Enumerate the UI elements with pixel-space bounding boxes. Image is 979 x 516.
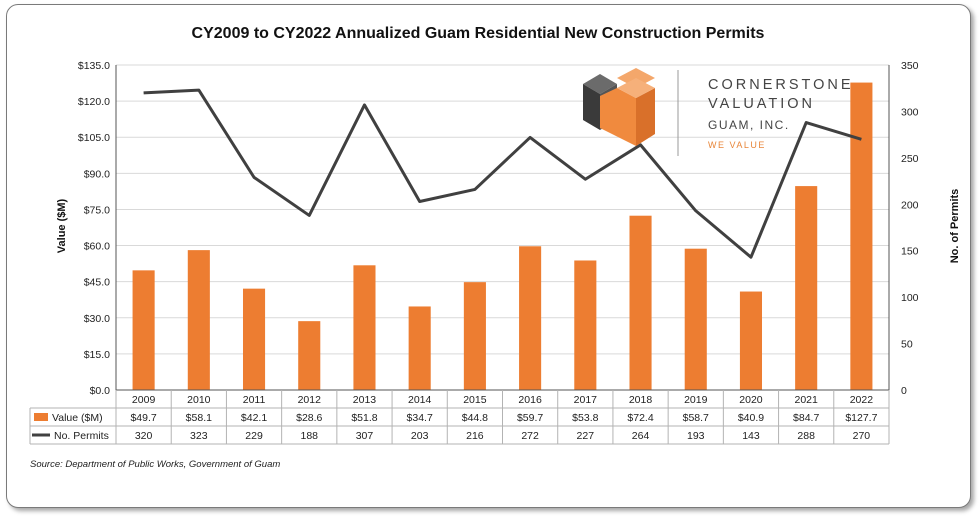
source-note: Source: Department of Public Works, Gove…	[30, 459, 280, 470]
table-cell-value: $44.8	[462, 412, 488, 424]
y-tick-label: $75.0	[84, 204, 110, 216]
company-logo: CORNERSTONE VALUATION GUAM, INC. WE VALU…	[583, 68, 854, 156]
x-tick-label: 2010	[187, 394, 211, 406]
bar-series	[132, 82, 873, 391]
y2-tick-label: 300	[901, 106, 919, 118]
x-tick-label: 2018	[629, 394, 653, 406]
y2-tick-label: 200	[901, 199, 919, 211]
y-tick-label: $15.0	[84, 349, 110, 361]
y2-tick-label: 0	[901, 385, 907, 397]
table-cell-permits: 193	[687, 430, 705, 442]
table-cell-value: $53.8	[572, 412, 598, 424]
logo-line2: VALUATION	[708, 96, 815, 112]
table-cell-value: $58.1	[186, 412, 212, 424]
y-tick-label: $30.0	[84, 313, 110, 325]
y-tick-label: $60.0	[84, 241, 110, 253]
x-tick-label: 2015	[463, 394, 487, 406]
table-cell-permits: 270	[853, 430, 871, 442]
bar	[574, 260, 597, 390]
table-cell-permits: 320	[135, 430, 153, 442]
table-cell-permits: 216	[466, 430, 484, 442]
table-cell-value: $51.8	[351, 412, 377, 424]
y2-axis-label: No. of Permits	[949, 189, 961, 264]
bar	[684, 248, 707, 390]
y2-tick-label: 350	[901, 60, 919, 72]
table-cell-value: $84.7	[793, 412, 819, 424]
x-tick-label: 2019	[684, 394, 708, 406]
bar	[408, 306, 431, 390]
y2-tick-label: 250	[901, 153, 919, 165]
table-cell-value: $40.9	[738, 412, 764, 424]
table-cell-permits: 288	[797, 430, 815, 442]
y-tick-label: $135.0	[78, 60, 110, 72]
legend-label-value: Value ($M)	[52, 412, 103, 424]
table-cell-permits: 272	[521, 430, 539, 442]
x-tick-label: 2012	[298, 394, 322, 406]
x-tick-label: 2021	[794, 394, 818, 406]
bar	[132, 270, 155, 390]
bar	[353, 265, 376, 390]
y2-tick-label: 50	[901, 339, 913, 351]
bar	[187, 250, 210, 390]
bar	[850, 82, 873, 391]
permits-line	[143, 88, 862, 259]
y-tick-label: $90.0	[84, 168, 110, 180]
legend-label-permits: No. Permits	[54, 430, 109, 442]
x-tick-label: 2009	[132, 394, 156, 406]
table-cell-value: $28.6	[296, 412, 322, 424]
logo-tagline: WE VALUE	[708, 140, 766, 150]
chart-title: CY2009 to CY2022 Annualized Guam Residen…	[192, 25, 765, 42]
x-tick-label: 2016	[518, 394, 542, 406]
y-tick-label: $45.0	[84, 277, 110, 289]
data-table: 2009 $49.7 320 2010 $58.1 323 2011 $42.1 229 2012…	[29, 390, 890, 445]
logo-line1: CORNERSTONE	[708, 77, 854, 93]
bar	[629, 215, 652, 390]
y-tick-label: $105.0	[78, 132, 110, 144]
table-cell-value: $34.7	[407, 412, 433, 424]
table-cell-permits: 323	[190, 430, 208, 442]
table-cell-value: $49.7	[130, 412, 156, 424]
table-cell-permits: 188	[300, 430, 318, 442]
bar	[463, 282, 486, 390]
x-tick-label: 2011	[243, 394, 266, 406]
logo-cube-icon	[583, 68, 655, 146]
bar	[739, 291, 763, 390]
table-cell-permits: 203	[411, 430, 429, 442]
table-cell-value: $72.4	[627, 412, 653, 424]
table-cell-permits: 264	[632, 430, 650, 442]
table-cell-permits: 307	[356, 430, 374, 442]
x-tick-label: 2022	[850, 394, 874, 406]
table-cell-value: $42.1	[241, 412, 267, 424]
x-tick-label: 2013	[353, 394, 377, 406]
x-tick-label: 2017	[574, 394, 598, 406]
table-cell-permits: 227	[577, 430, 595, 442]
bar	[519, 246, 542, 390]
y-tick-label: $0.0	[90, 385, 111, 397]
table-cell-permits: 143	[742, 430, 760, 442]
bar	[795, 186, 818, 390]
legend-swatch-value	[34, 413, 48, 421]
x-tick-label: 2020	[739, 394, 763, 406]
y-axis-label: Value ($M)	[56, 198, 68, 253]
table-cell-value: $58.7	[683, 412, 709, 424]
table-cell-permits: 229	[245, 430, 263, 442]
x-tick-label: 2014	[408, 394, 432, 406]
y2-tick-label: 150	[901, 246, 919, 258]
bar	[298, 321, 321, 390]
bar	[242, 288, 266, 390]
line-series	[143, 88, 862, 259]
y2-tick-label: 100	[901, 292, 919, 304]
logo-line3: GUAM, INC.	[708, 118, 790, 132]
table-cell-value: $127.7	[845, 412, 877, 424]
table-cell-value: $59.7	[517, 412, 543, 424]
y-tick-label: $120.0	[78, 96, 110, 108]
